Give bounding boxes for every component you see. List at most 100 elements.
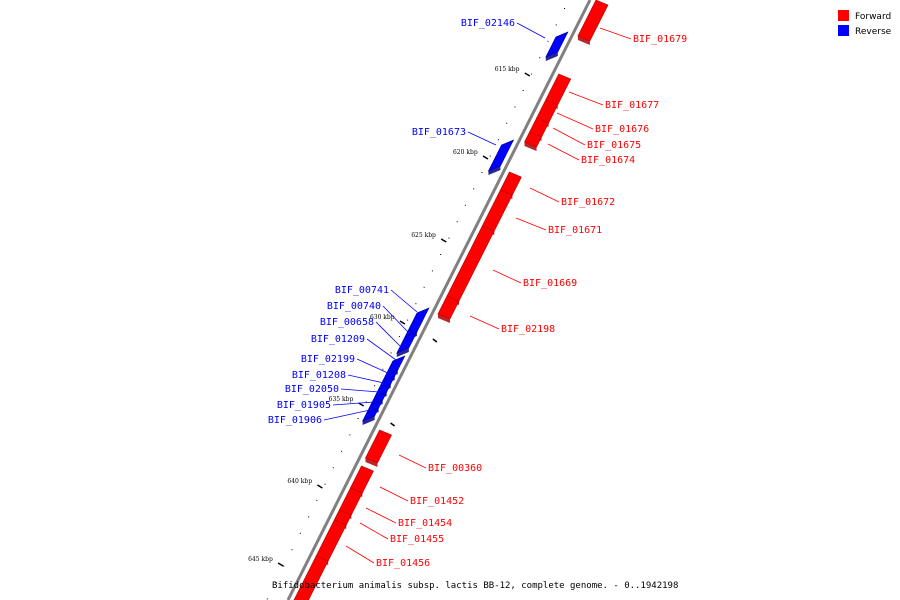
gene-bif_01679-feature-shade (577, 36, 590, 45)
minor-tick-dot (275, 582, 277, 583)
gene-label-bif_00658[interactable]: BIF_00658 (320, 317, 374, 328)
tick-label: 625 kbp (411, 232, 436, 239)
minor-tick-dot (555, 24, 557, 26)
gene-bif_01906-feature-shade (362, 416, 375, 425)
label-leader (469, 315, 500, 330)
gene-label-bif_02199[interactable]: BIF_02199 (301, 354, 355, 365)
minor-tick-dot (266, 598, 268, 600)
gene-bif_00360-feature[interactable] (365, 429, 392, 464)
minor-tick-dot (563, 8, 565, 9)
gene-label-bif_01673[interactable]: BIF_01673 (412, 127, 466, 138)
label-leader (515, 217, 547, 231)
gene-label-bif_01676[interactable]: BIF_01676 (595, 124, 649, 135)
major-tick (440, 238, 447, 243)
gene-label-bif_01906[interactable]: BIF_01906 (268, 415, 322, 426)
label-leader (379, 486, 409, 502)
minor-tick-dot (316, 500, 318, 501)
label-leader (356, 358, 391, 375)
label-leader (365, 507, 397, 524)
gene-label-bif_00741[interactable]: BIF_00741 (335, 285, 389, 296)
legend: Forward Reverse (838, 10, 892, 37)
gene-bif_01456-feature[interactable] (315, 519, 347, 562)
label-leader (398, 454, 427, 469)
minor-tick-dot (332, 467, 334, 469)
minor-tick-dot (398, 336, 400, 337)
label-leader (340, 388, 380, 393)
minor-tick-dot (481, 172, 483, 173)
minor-tick-dot (423, 286, 425, 288)
label-leader (332, 401, 375, 406)
legend-forward-swatch (838, 10, 849, 21)
label-leader (547, 143, 580, 161)
minor-tick (432, 338, 438, 343)
gene-bif_01673-feature[interactable] (487, 139, 515, 172)
gene-bif_01671-feature[interactable] (481, 189, 513, 232)
major-tick (524, 72, 531, 77)
gene-bif_01679-feature[interactable] (577, 0, 609, 42)
gene-bif_00741-feature[interactable] (404, 307, 430, 338)
minor-tick-dot (431, 270, 433, 272)
gene-bif_01673-feature-shade (488, 166, 501, 175)
gene-label-bif_01675[interactable]: BIF_01675 (587, 140, 641, 151)
tick-label: 615 kbp (495, 66, 520, 73)
minor-tick-dot (456, 221, 458, 223)
gene-label-bif_01209[interactable]: BIF_01209 (311, 334, 365, 345)
minor-tick-dot (357, 418, 359, 419)
gene-label-bif_01672[interactable]: BIF_01672 (561, 197, 615, 208)
minor-tick-dot (390, 352, 392, 354)
minor-tick-dot (473, 188, 475, 190)
minor-tick-dot (464, 204, 466, 206)
minor-tick-dot (324, 483, 326, 485)
label-leader (375, 321, 401, 347)
gene-label-bif_01905[interactable]: BIF_01905 (277, 400, 331, 411)
gene-partial-feature[interactable] (293, 555, 329, 600)
label-leader (347, 374, 385, 384)
gene-label-bif_01677[interactable]: BIF_01677 (605, 100, 659, 111)
minor-tick-dot (341, 450, 343, 452)
gene-label-bif_02146[interactable]: BIF_02146 (461, 18, 515, 29)
minor-tick-dot (291, 549, 293, 551)
label-leader (467, 131, 497, 146)
minor-tick-dot (415, 303, 417, 305)
gene-label-bif_01679[interactable]: BIF_01679 (633, 34, 687, 45)
gene-label-bif_02198[interactable]: BIF_02198 (501, 324, 555, 335)
genome-backbone (286, 0, 592, 600)
minor-tick-dot (440, 254, 442, 255)
gene-label-bif_01669[interactable]: BIF_01669 (523, 278, 577, 289)
gene-label-bif_01452[interactable]: BIF_01452 (410, 496, 464, 507)
gene-label-bif_00360[interactable]: BIF_00360 (428, 463, 482, 474)
minor-tick-dot (547, 40, 549, 42)
legend-forward-label: Forward (855, 12, 891, 22)
gene-label-bif_01674[interactable]: BIF_01674 (581, 155, 635, 166)
minor-tick-dot (382, 368, 384, 370)
label-leader (556, 112, 594, 130)
major-tick (317, 484, 323, 489)
label-leader (359, 522, 389, 540)
label-leader (529, 187, 560, 203)
tick-label: 635 kbp (329, 396, 354, 403)
minor-tick-dot (299, 532, 301, 534)
minor-tick-dot (522, 90, 524, 91)
gene-label-bif_01455[interactable]: BIF_01455 (390, 534, 444, 545)
major-tick (482, 155, 489, 160)
minor-tick-dot (514, 106, 516, 108)
major-tick (399, 320, 406, 325)
gene-bif_02146-feature-shade (545, 52, 558, 61)
gene-label-bif_01454[interactable]: BIF_01454 (398, 518, 452, 529)
minor-ticks (266, 8, 565, 600)
major-tick (358, 402, 365, 407)
gene-label-bif_00740[interactable]: BIF_00740 (327, 301, 381, 312)
minor-tick-dot (448, 237, 450, 239)
gene-label-bif_01456[interactable]: BIF_01456 (376, 558, 430, 569)
minor-tick-dot (539, 57, 541, 59)
label-leader (568, 91, 604, 106)
gene-label-bif_01208[interactable]: BIF_01208 (292, 370, 346, 381)
tick-label: 620 kbp (453, 149, 478, 156)
label-leader (599, 27, 632, 40)
gene-label-bif_01671[interactable]: BIF_01671 (548, 225, 602, 236)
gene-label-bif_02050[interactable]: BIF_02050 (285, 384, 339, 395)
minor-tick-dot (283, 565, 285, 567)
minor-tick-dot (349, 434, 351, 436)
